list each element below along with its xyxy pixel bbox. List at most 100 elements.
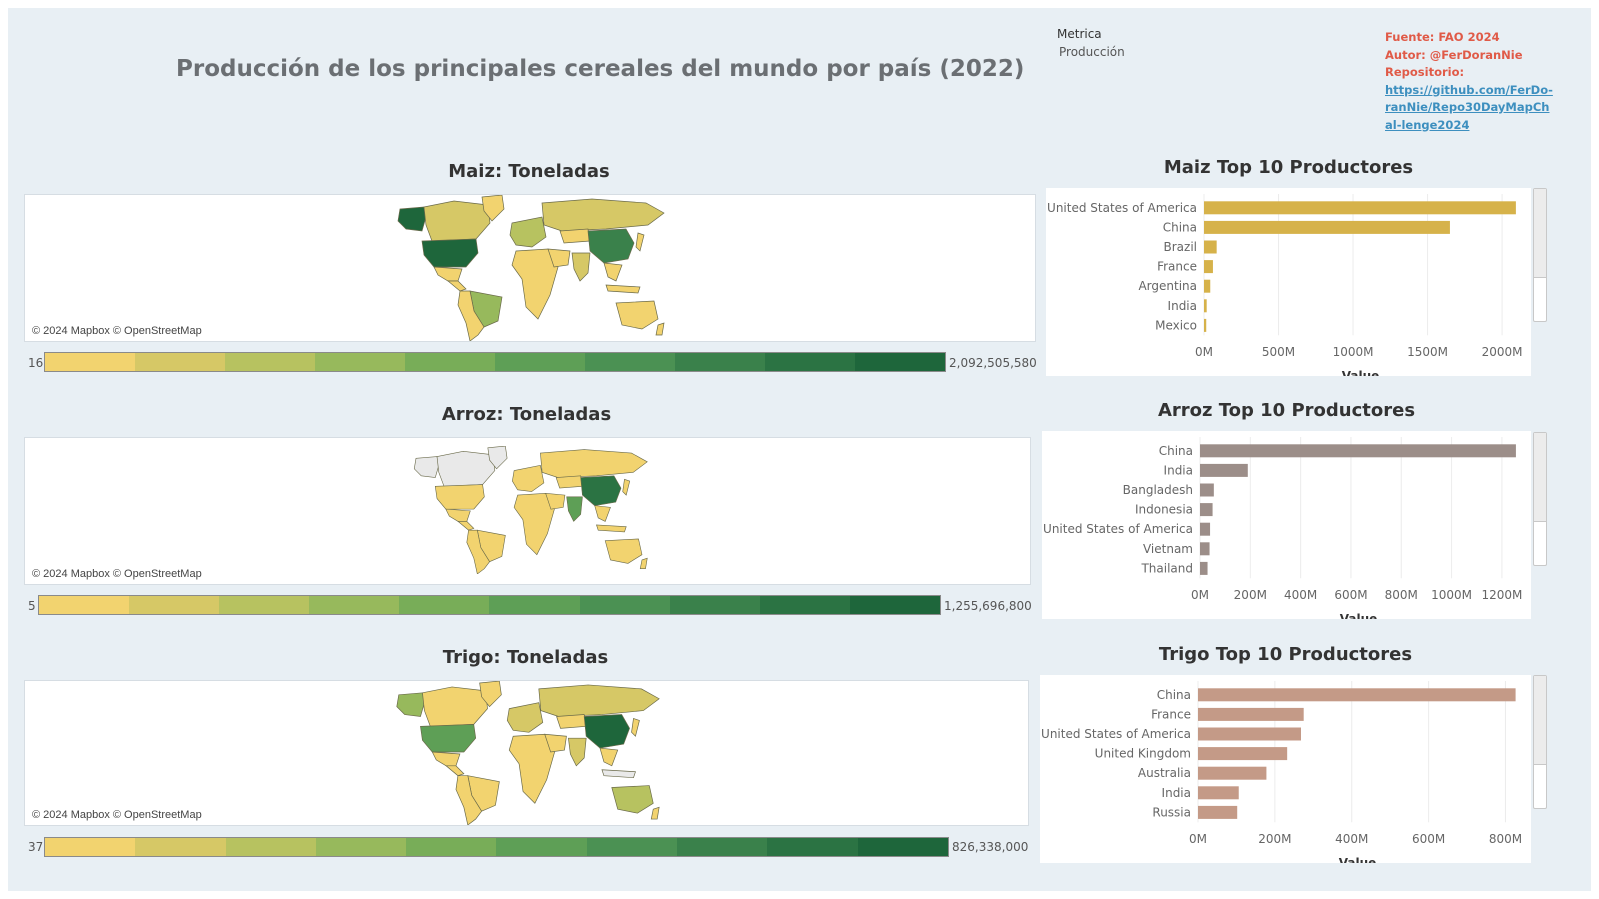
country-russia[interactable] xyxy=(541,198,665,232)
country-africa[interactable] xyxy=(511,248,559,320)
country-india[interactable] xyxy=(566,496,583,522)
arroz-chart-scrollbar[interactable] xyxy=(1533,432,1547,566)
country-se-asia[interactable] xyxy=(603,262,623,282)
country-australia[interactable] xyxy=(611,785,654,814)
country-mexico[interactable] xyxy=(445,508,471,522)
bar-thailand[interactable] xyxy=(1200,561,1208,575)
country-central-america[interactable] xyxy=(447,280,467,292)
arroz-scroll-thumb[interactable] xyxy=(1534,433,1546,522)
country-indonesia[interactable] xyxy=(601,769,636,779)
arroz-map-attribution[interactable]: © 2024 Mapbox © OpenStreetMap xyxy=(32,568,202,580)
country-russia[interactable] xyxy=(538,684,660,717)
country-greenland[interactable] xyxy=(481,195,505,222)
maiz-map-attribution[interactable]: © 2024 Mapbox © OpenStreetMap xyxy=(32,325,202,337)
country-indonesia[interactable] xyxy=(596,524,627,533)
country-kazakhstan[interactable] xyxy=(555,475,583,489)
arroz-map[interactable]: © 2024 Mapbox © OpenStreetMap xyxy=(24,437,1031,585)
country-europe[interactable] xyxy=(509,216,547,248)
bar-united-states-of-america[interactable] xyxy=(1204,201,1516,215)
country-south-america[interactable] xyxy=(457,290,485,341)
repo-link[interactable]: https://github.com/FerDo-ranNie/Repo30Da… xyxy=(1385,82,1553,132)
category-label: China xyxy=(1157,688,1191,702)
country-japan[interactable] xyxy=(622,478,631,496)
country-europe[interactable] xyxy=(512,464,545,492)
country-middle-east[interactable] xyxy=(547,248,571,268)
country-russia[interactable] xyxy=(540,449,648,478)
country-europe[interactable] xyxy=(506,702,544,733)
country-kazakhstan[interactable] xyxy=(556,714,587,729)
bar-mexico[interactable] xyxy=(1204,318,1207,332)
country-china[interactable] xyxy=(587,228,635,264)
bar-bangladesh[interactable] xyxy=(1200,483,1214,497)
arroz-bar-chart[interactable]: 0M 200M 400M 600M 800M 1000M 1200M China India Ba… xyxy=(1042,431,1531,626)
maiz-map[interactable]: © 2024 Mapbox © OpenStreetMap xyxy=(24,194,1036,342)
bar-indonesia[interactable] xyxy=(1200,503,1213,517)
country-china[interactable] xyxy=(580,475,622,506)
country-south-america[interactable] xyxy=(466,529,490,574)
bar-united-kingdom[interactable] xyxy=(1198,747,1288,761)
bar-united-states-of-america[interactable] xyxy=(1198,727,1302,741)
country-africa[interactable] xyxy=(508,733,555,804)
country-middle-east[interactable] xyxy=(544,733,567,753)
bar-india[interactable] xyxy=(1198,786,1239,800)
country-china[interactable] xyxy=(583,714,630,749)
country-indonesia[interactable] xyxy=(605,284,641,294)
country-alaska[interactable] xyxy=(413,456,440,478)
trigo-world-map[interactable] xyxy=(390,681,662,825)
country-se-asia[interactable] xyxy=(599,747,619,767)
maiz-world-map[interactable] xyxy=(392,195,666,341)
country-australia[interactable] xyxy=(615,300,659,330)
country-south-america[interactable] xyxy=(455,775,483,825)
bar-china[interactable] xyxy=(1200,444,1516,458)
country-usa[interactable] xyxy=(434,484,485,510)
arroz-world-map[interactable] xyxy=(409,446,649,574)
bar-united-states-of-america[interactable] xyxy=(1200,522,1211,536)
country-se-asia[interactable] xyxy=(594,505,611,522)
country-usa[interactable] xyxy=(420,724,477,753)
country-india[interactable] xyxy=(571,252,591,282)
country-central-america[interactable] xyxy=(457,521,475,531)
bar-france[interactable] xyxy=(1204,260,1213,274)
country-canada[interactable] xyxy=(422,686,488,727)
maiz-bar-chart[interactable]: 0M 500M 1000M 1500M 2000M United States of Am… xyxy=(1046,188,1531,383)
country-canada[interactable] xyxy=(436,451,496,487)
country-central-america[interactable] xyxy=(445,765,465,777)
trigo-scroll-thumb[interactable] xyxy=(1534,676,1546,765)
bar-australia[interactable] xyxy=(1198,766,1267,780)
country-canada[interactable] xyxy=(423,200,491,242)
bar-china[interactable] xyxy=(1198,688,1516,702)
country-mexico[interactable] xyxy=(433,266,463,282)
bar-india[interactable] xyxy=(1204,299,1207,313)
trigo-chart-scrollbar[interactable] xyxy=(1533,675,1547,809)
maiz-scroll-thumb[interactable] xyxy=(1534,189,1546,278)
country-middle-east[interactable] xyxy=(545,493,566,510)
legend-step-9 xyxy=(765,353,855,371)
bar-france[interactable] xyxy=(1198,707,1304,721)
country-japan[interactable] xyxy=(635,232,645,252)
bar-russia[interactable] xyxy=(1198,805,1238,819)
country-new-zealand[interactable] xyxy=(639,557,648,569)
bar-brazil[interactable] xyxy=(1204,240,1217,254)
country-india[interactable] xyxy=(568,737,587,767)
country-alaska[interactable] xyxy=(396,692,425,717)
country-australia[interactable] xyxy=(604,538,643,564)
maiz-chart-scrollbar[interactable] xyxy=(1533,188,1547,322)
bar-china[interactable] xyxy=(1204,220,1450,234)
country-kazakhstan[interactable] xyxy=(559,228,591,244)
country-usa[interactable] xyxy=(421,238,479,268)
country-greenland[interactable] xyxy=(487,446,508,470)
country-new-zealand[interactable] xyxy=(650,806,660,820)
trigo-bar-chart[interactable]: 0M 200M 400M 600M 800M China France United Stat… xyxy=(1040,675,1531,870)
bar-india[interactable] xyxy=(1200,463,1248,477)
bar-argentina[interactable] xyxy=(1204,279,1211,293)
country-africa[interactable] xyxy=(513,493,555,556)
trigo-map[interactable]: © 2024 Mapbox © OpenStreetMap xyxy=(24,680,1029,826)
country-mexico[interactable] xyxy=(431,751,461,767)
metric-filter-value[interactable]: Producción xyxy=(1059,45,1125,59)
country-japan[interactable] xyxy=(631,718,640,737)
country-greenland[interactable] xyxy=(479,681,502,708)
country-alaska[interactable] xyxy=(397,206,427,232)
trigo-map-attribution[interactable]: © 2024 Mapbox © OpenStreetMap xyxy=(32,809,202,821)
country-new-zealand[interactable] xyxy=(655,322,665,336)
bar-vietnam[interactable] xyxy=(1200,542,1210,556)
